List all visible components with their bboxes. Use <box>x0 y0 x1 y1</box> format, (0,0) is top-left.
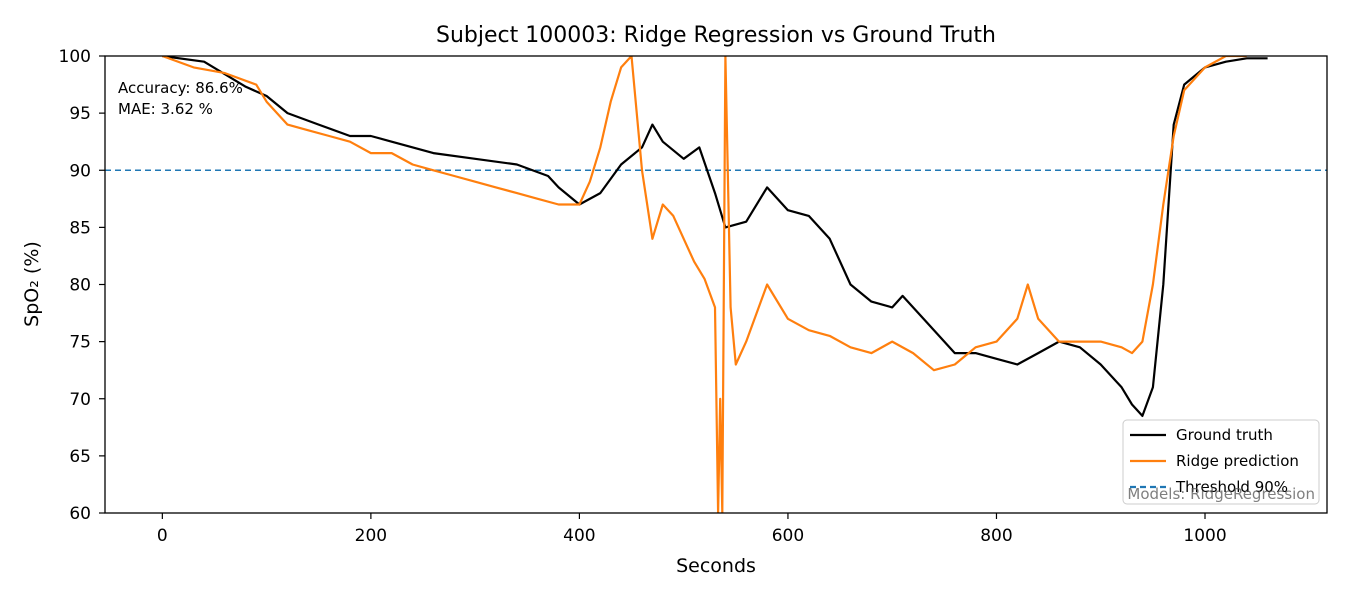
mae-annotation: MAE: 3.62 % <box>118 100 213 118</box>
plot-area: 0 200 400 600 800 1000 60 65 70 75 80 85 90 95 100 <box>59 47 1328 546</box>
x-axis-label: Seconds <box>676 555 756 577</box>
series-line-ground-truth <box>162 56 1268 417</box>
y-tick-label: 95 <box>69 104 91 124</box>
accuracy-annotation: Accuracy: 86.6% <box>118 79 243 97</box>
series-line-ridge-prediction <box>161 56 1247 513</box>
legend: Ground truth Ridge prediction Threshold 90… <box>1122 419 1320 505</box>
y-tick-label: 70 <box>69 390 91 410</box>
legend-box <box>1122 419 1320 505</box>
y-axis-label: SpO₂ (%) <box>21 241 43 327</box>
x-tick-label: 800 <box>980 526 1012 546</box>
y-tick-label: 65 <box>69 447 91 467</box>
x-tick-label: 200 <box>355 526 387 546</box>
data-lines <box>105 56 1327 513</box>
x-tick-label: 0 <box>157 526 168 546</box>
x-tick-label: 1000 <box>1183 526 1226 546</box>
y-tick-label: 100 <box>59 47 91 67</box>
y-tick-label: 85 <box>69 218 91 238</box>
y-tick-label: 80 <box>69 276 91 296</box>
y-tick-label: 75 <box>69 333 91 353</box>
y-tick-label: 60 <box>69 504 91 524</box>
x-tick-label: 600 <box>772 526 804 546</box>
legend-label-ridge-prediction: Ridge prediction <box>1176 452 1299 470</box>
x-tick-label: 400 <box>563 526 595 546</box>
legend-label-threshold: Threshold 90% <box>1175 478 1288 496</box>
models-watermark: Models: RidgeRegression <box>1127 485 1315 503</box>
legend-label-ground-truth: Ground truth <box>1176 426 1273 444</box>
chart-title: Subject 100003: Ridge Regression vs Grou… <box>436 23 996 48</box>
y-tick-label: 90 <box>69 161 91 181</box>
